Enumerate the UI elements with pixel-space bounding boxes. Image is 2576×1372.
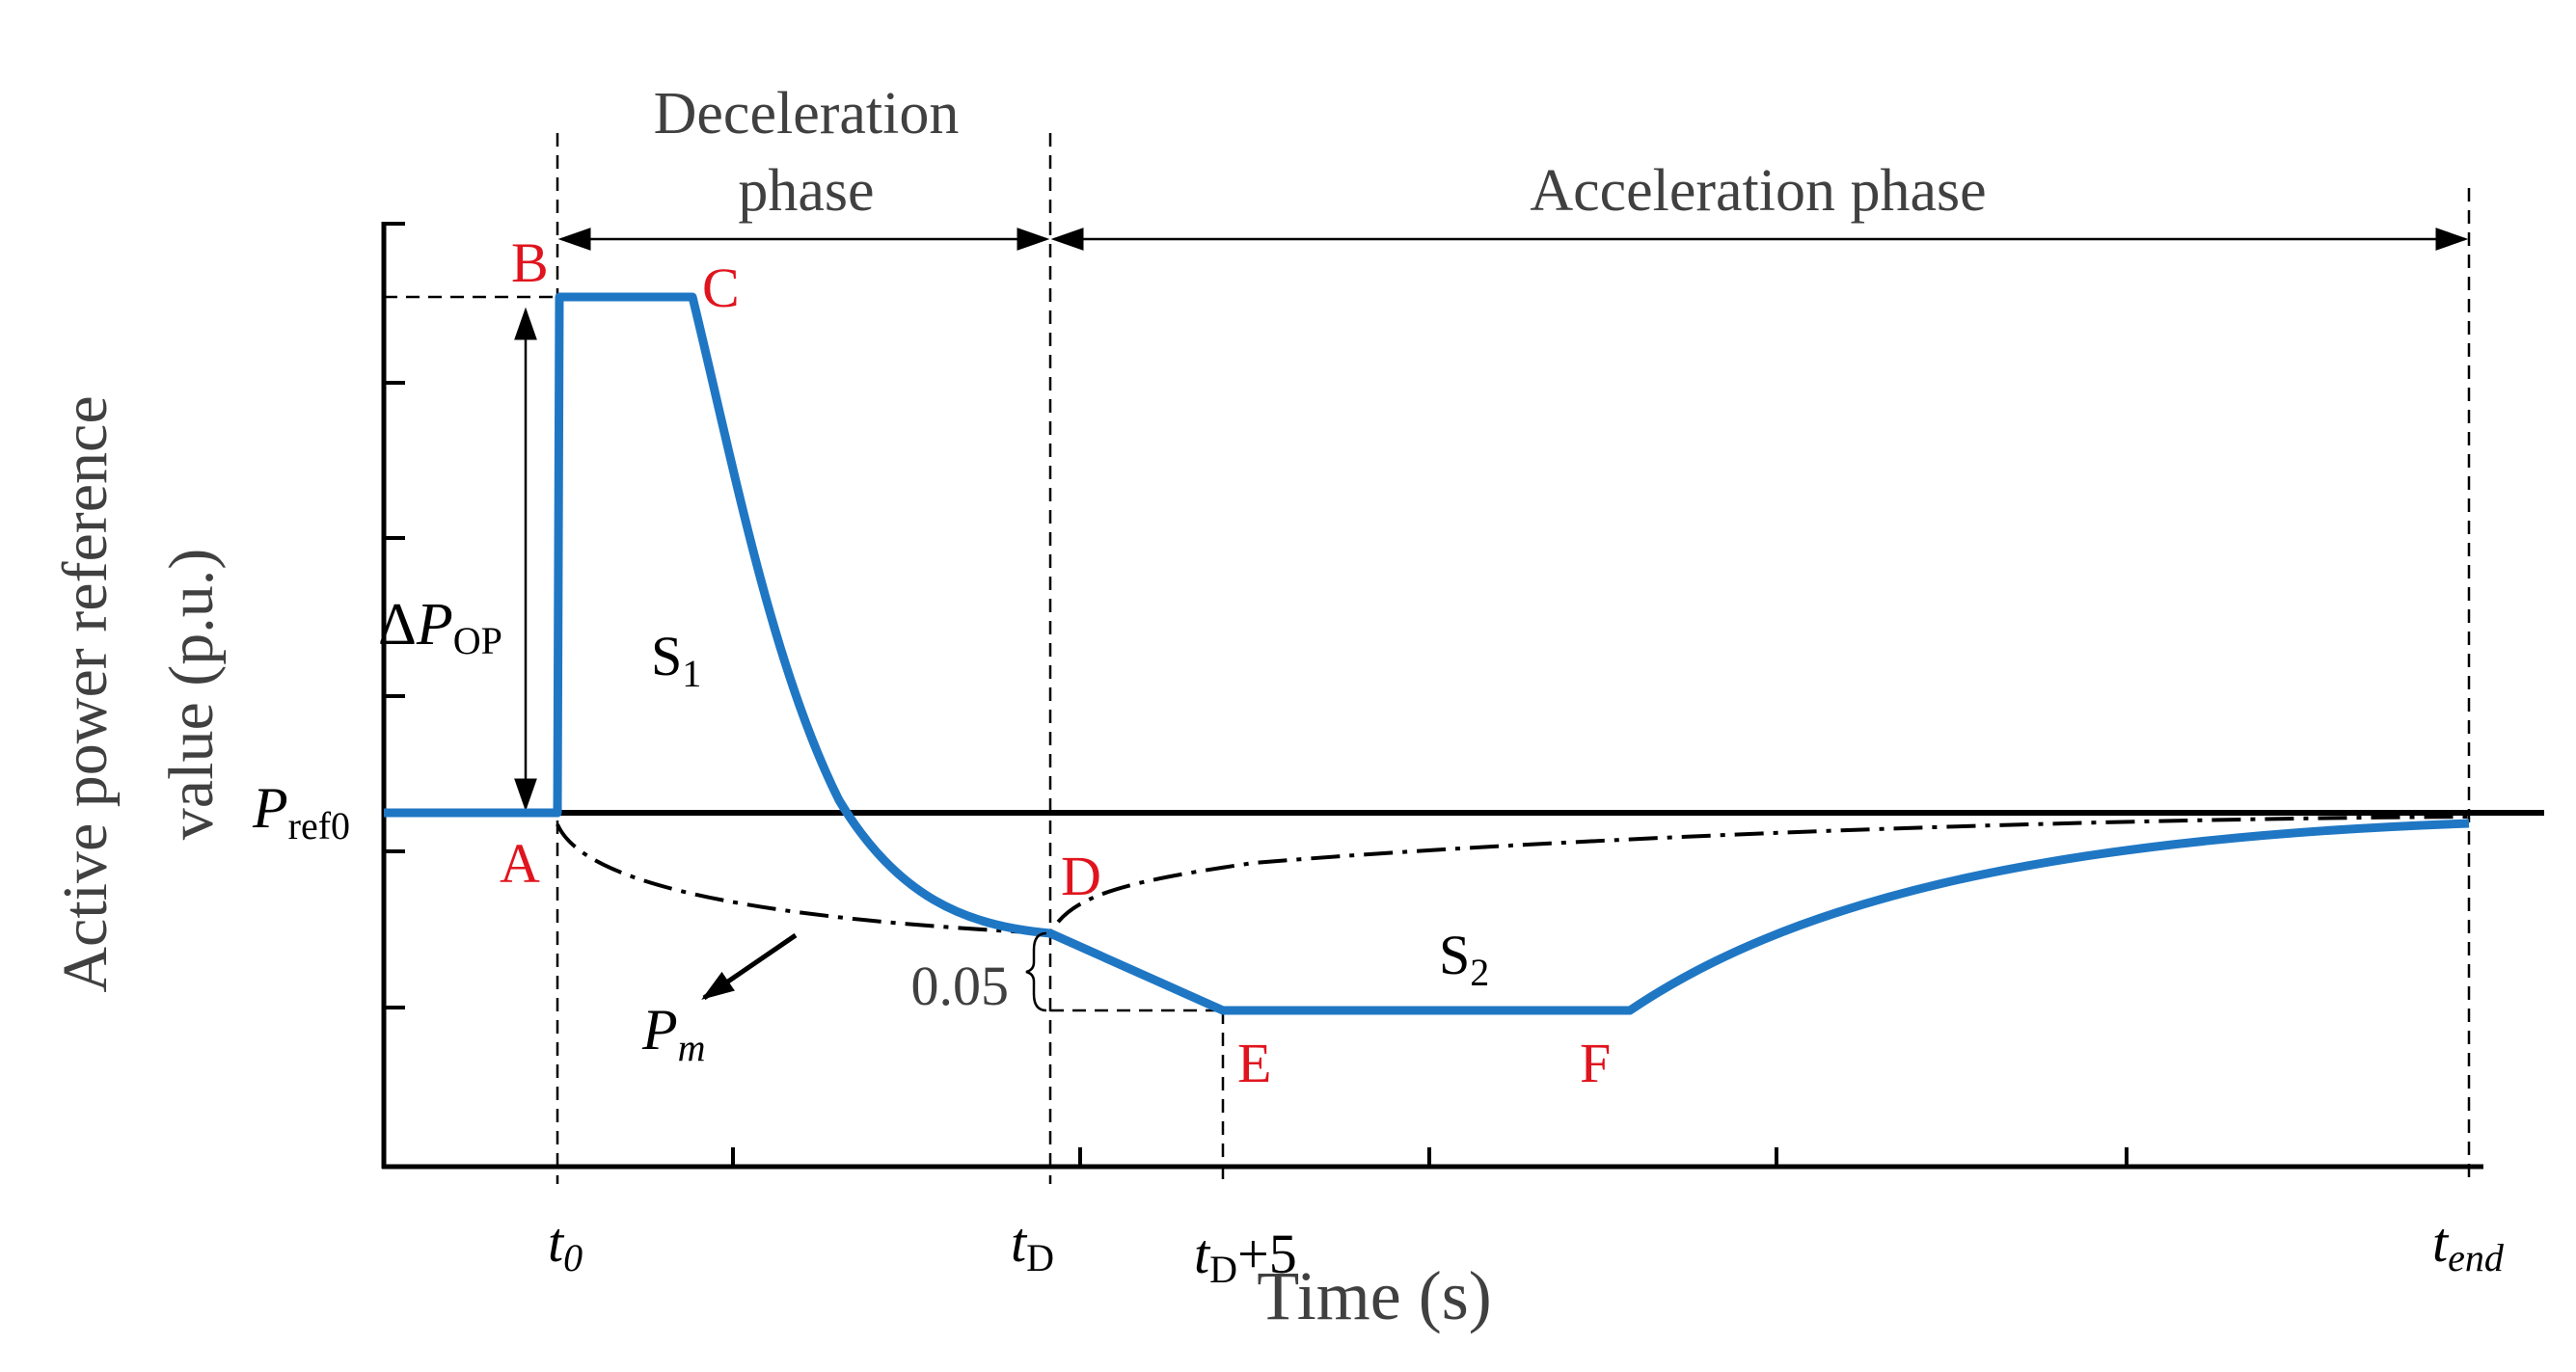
pref0-sub: ref0 bbox=[288, 804, 350, 847]
offset-label: 0.05 bbox=[911, 955, 1010, 1017]
delta-p: P bbox=[416, 592, 453, 658]
tend-base: t bbox=[2432, 1211, 2450, 1274]
point-label-F: F bbox=[1580, 1032, 1611, 1094]
point-label-C: C bbox=[702, 256, 740, 319]
y-axis-label-line2: value (p.u.) bbox=[156, 549, 227, 840]
area-label-s2: S2 bbox=[1439, 924, 1489, 994]
tD5-base: t bbox=[1194, 1223, 1211, 1285]
point-label-B: B bbox=[511, 231, 549, 294]
x-axis-label: Time (s) bbox=[1257, 1257, 1491, 1334]
s2-base: S bbox=[1439, 924, 1470, 986]
pm-pointer-arrow bbox=[701, 932, 798, 1001]
s2-sub: 2 bbox=[1470, 951, 1489, 994]
tD-base: t bbox=[1011, 1211, 1028, 1274]
t0-base: t bbox=[548, 1211, 565, 1274]
point-label-E: E bbox=[1237, 1032, 1271, 1094]
y-axis-label-line1: Active power reference bbox=[50, 395, 121, 992]
y-axis-label: Active power reference value (p.u.) bbox=[50, 395, 227, 992]
acceleration-label: Acceleration phase bbox=[1530, 158, 1986, 224]
t0-sub: 0 bbox=[563, 1236, 583, 1279]
tick-label-tend: tend bbox=[2432, 1211, 2505, 1279]
deceleration-label-line1: Deceleration bbox=[654, 81, 960, 147]
guide-lines bbox=[384, 133, 2471, 1184]
pm-curve bbox=[556, 815, 2470, 936]
tick-label-t0: t0 bbox=[548, 1211, 583, 1279]
area-label-s1: S1 bbox=[651, 625, 701, 695]
tend-sub: end bbox=[2448, 1236, 2505, 1279]
s1-base: S bbox=[651, 625, 682, 687]
point-label-A: A bbox=[500, 832, 540, 895]
pm-base: P bbox=[641, 998, 678, 1062]
tD5-suffix: +5 bbox=[1237, 1223, 1297, 1285]
tD-sub: D bbox=[1026, 1236, 1054, 1279]
tD5-sub: D bbox=[1209, 1248, 1237, 1291]
delta-symbol: Δ bbox=[378, 592, 417, 658]
tick-label-tD5: tD+5 bbox=[1194, 1223, 1297, 1291]
deceleration-label-line2: phase bbox=[738, 158, 874, 224]
delta-sub: OP bbox=[453, 619, 502, 662]
axes bbox=[381, 222, 2483, 1170]
delta-pop-label: ΔPOP bbox=[378, 592, 502, 662]
pref0-base: P bbox=[252, 776, 288, 840]
offset-brace bbox=[1025, 931, 1047, 1012]
pm-label: Pm bbox=[641, 998, 706, 1069]
pm-sub: m bbox=[678, 1026, 706, 1069]
power-reference-curve bbox=[384, 292, 2470, 1015]
s1-sub: 1 bbox=[682, 652, 701, 695]
point-label-D: D bbox=[1061, 845, 1101, 907]
pref0-label: Pref0 bbox=[252, 776, 350, 847]
tick-label-tD: tD bbox=[1011, 1211, 1054, 1279]
